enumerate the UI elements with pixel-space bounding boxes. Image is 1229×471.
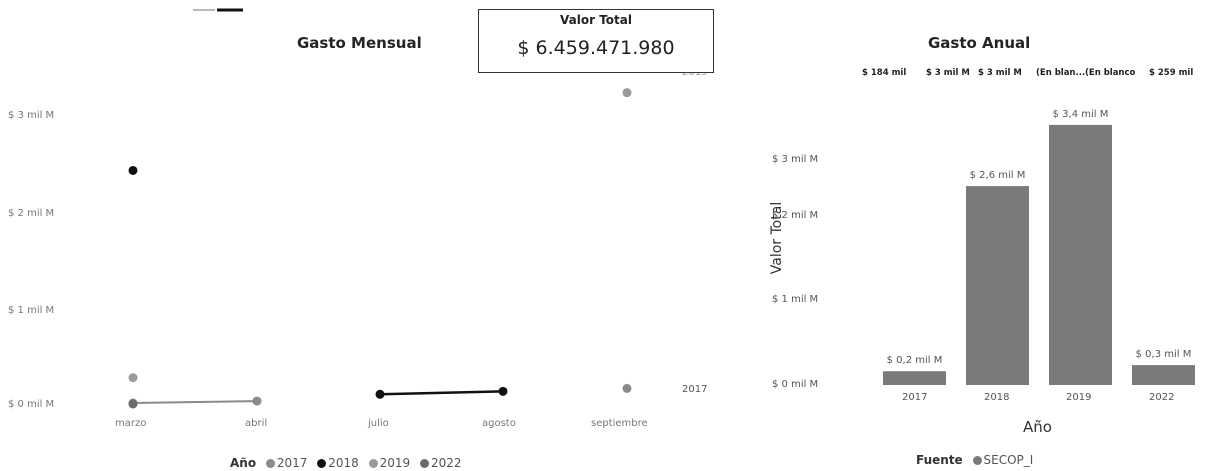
legend-item[interactable]: 2019 [379,456,411,470]
bar-2022 [1132,365,1195,385]
y-tick-label: $ 3 mil M [8,110,55,121]
data-point-2018 [498,386,508,396]
x-tick-label: 2018 [984,392,1010,403]
top-label: $ 3 mil M [978,68,1022,78]
data-point-2019 [128,373,138,383]
fuente-legend: Fuente SECOP_I [916,453,1033,467]
legend-dot-2018 [317,459,327,468]
x-tick-label: 2019 [1066,392,1092,403]
legend-title: Fuente [916,453,963,467]
y-tick-label: $ 0 mil M [772,379,819,390]
bar-data-label: $ 0,2 mil M [887,355,943,366]
data-point-2022 [128,399,138,409]
top-label: (En blanco [1085,68,1136,78]
bar-2018 [966,186,1029,385]
x-tick-label: marzo [115,418,147,429]
x-tick-label: 2022 [1149,392,1175,403]
legend-item[interactable]: SECOP_I [983,453,1034,467]
bar-data-label: $ 0,3 mil M [1136,349,1192,360]
y-tick-label: $ 2 mil M [8,208,55,219]
y-tick-label: $ 0 mil M [8,399,55,410]
series-line-2018 [379,390,504,396]
drag-handle[interactable] [193,8,245,13]
x-tick-label: agosto [482,418,516,429]
bar-2019 [1049,124,1112,386]
legend-dot-2017 [265,459,275,468]
bar-data-label: $ 3,4 mil M [1053,109,1109,120]
x-tick-label: abril [245,418,268,429]
top-label: (En blan... [1036,68,1086,78]
legend-dot-2019 [368,459,378,468]
gasto-mensual-panel [0,20,715,471]
y-tick-label: $ 2 mil M [772,210,819,221]
series-line-2017 [132,400,258,405]
x-tick-label: 2017 [902,392,928,403]
legend-item[interactable]: 2022 [431,456,462,470]
data-point-2018 [128,165,138,175]
x-axis-title: Año [1023,418,1052,436]
kpi-label: Valor Total [560,13,632,27]
gasto-anual-title: Gasto Anual [928,34,1031,52]
x-tick-label: septiembre [591,418,648,429]
top-label: $ 3 mil M [926,68,970,78]
top-label: $ 259 mil [1149,68,1194,78]
data-point-2019 [622,88,632,98]
legend-dot-2022 [420,459,430,468]
kpi-value: $ 6.459.471.980 [517,37,675,59]
data-point-2017 [622,383,632,393]
y-tick-label: $ 1 mil M [772,294,819,305]
top-label: $ 184 mil [862,68,907,78]
legend-title: Año [230,456,257,470]
y-tick-label: $ 3 mil M [772,154,819,165]
legend-dot-secop [972,456,982,465]
bar-2017 [883,371,946,385]
valor-total-card[interactable]: Valor Total $ 6.459.471.980 [478,9,714,73]
gasto-mensual-plot [128,88,632,409]
data-point-2018 [375,389,385,399]
gasto-mensual-title: Gasto Mensual [297,34,422,52]
bar-data-label: $ 2,6 mil M [970,170,1026,181]
y-tick-label: $ 1 mil M [8,305,55,316]
legend-item[interactable]: 2017 [276,456,308,470]
year-legend: Año 2017 2018 2019 2022 [230,456,462,470]
x-tick-label: julio [368,418,389,429]
legend-item[interactable]: 2018 [328,456,359,470]
point-label: 2017 [682,384,708,395]
data-point-2017 [252,396,262,406]
